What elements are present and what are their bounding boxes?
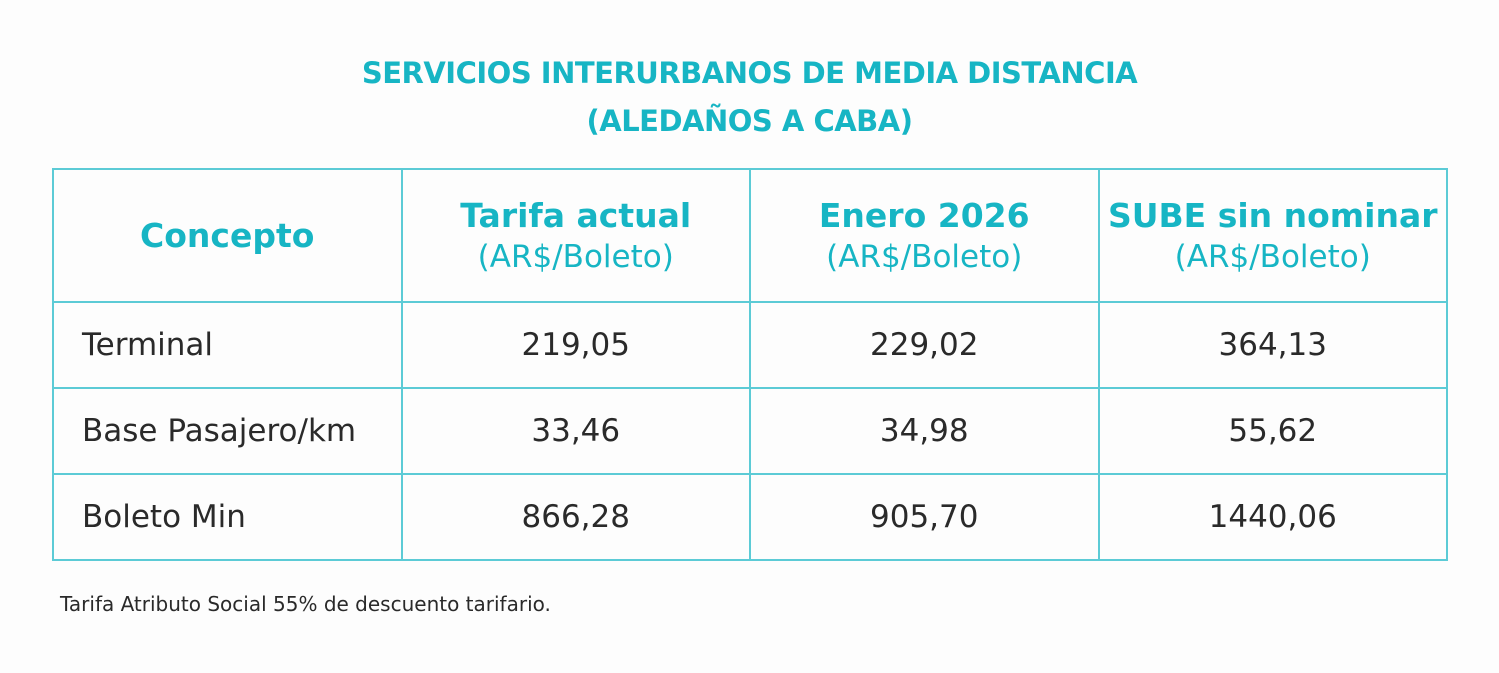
header-tarifa-actual: Tarifa actual (AR$/Boleto) xyxy=(400,168,751,303)
row-concept: Base Pasajero/km xyxy=(52,387,403,475)
fare-table: Concepto Tarifa actual (AR$/Boleto) Enero… xyxy=(52,168,1448,561)
header-sube-sin-nominar: SUBE sin nominar (AR$/Boleto) xyxy=(1097,168,1448,303)
cell-value: 866,28 xyxy=(400,473,751,561)
cell-value: 229,02 xyxy=(749,301,1100,389)
cell-value: 1440,06 xyxy=(1097,473,1448,561)
header-unit: (AR$/Boleto) xyxy=(477,239,674,275)
table-row: Terminal 219,05 229,02 364,13 xyxy=(52,301,1448,389)
cell-value: 55,62 xyxy=(1097,387,1448,475)
header-label: Concepto xyxy=(140,216,315,255)
cell-value: 34,98 xyxy=(749,387,1100,475)
header-label: SUBE sin nominar xyxy=(1107,196,1438,235)
table-row: Boleto Min 866,28 905,70 1440,06 xyxy=(52,473,1448,561)
footnote: Tarifa Atributo Social 55% de descuento … xyxy=(60,592,551,616)
header-concepto: Concepto xyxy=(52,168,403,303)
header-unit: (AR$/Boleto) xyxy=(1174,239,1371,275)
header-label: Tarifa actual xyxy=(460,196,692,235)
title-line-1: SERVICIOS INTERURBANOS DE MEDIA DISTANCI… xyxy=(361,56,1138,90)
row-concept: Terminal xyxy=(52,301,403,389)
header-enero-2026: Enero 2026 (AR$/Boleto) xyxy=(749,168,1100,303)
row-concept: Boleto Min xyxy=(52,473,403,561)
header-label: Enero 2026 xyxy=(818,196,1030,235)
title-line-2: (ALEDAÑOS A CABA) xyxy=(586,104,913,138)
table-header-row: Concepto Tarifa actual (AR$/Boleto) Enero… xyxy=(52,168,1448,303)
cell-value: 905,70 xyxy=(749,473,1100,561)
cell-value: 219,05 xyxy=(400,301,751,389)
table-row: Base Pasajero/km 33,46 34,98 55,62 xyxy=(52,387,1448,475)
header-unit: (AR$/Boleto) xyxy=(826,239,1023,275)
cell-value: 364,13 xyxy=(1097,301,1448,389)
cell-value: 33,46 xyxy=(400,387,751,475)
